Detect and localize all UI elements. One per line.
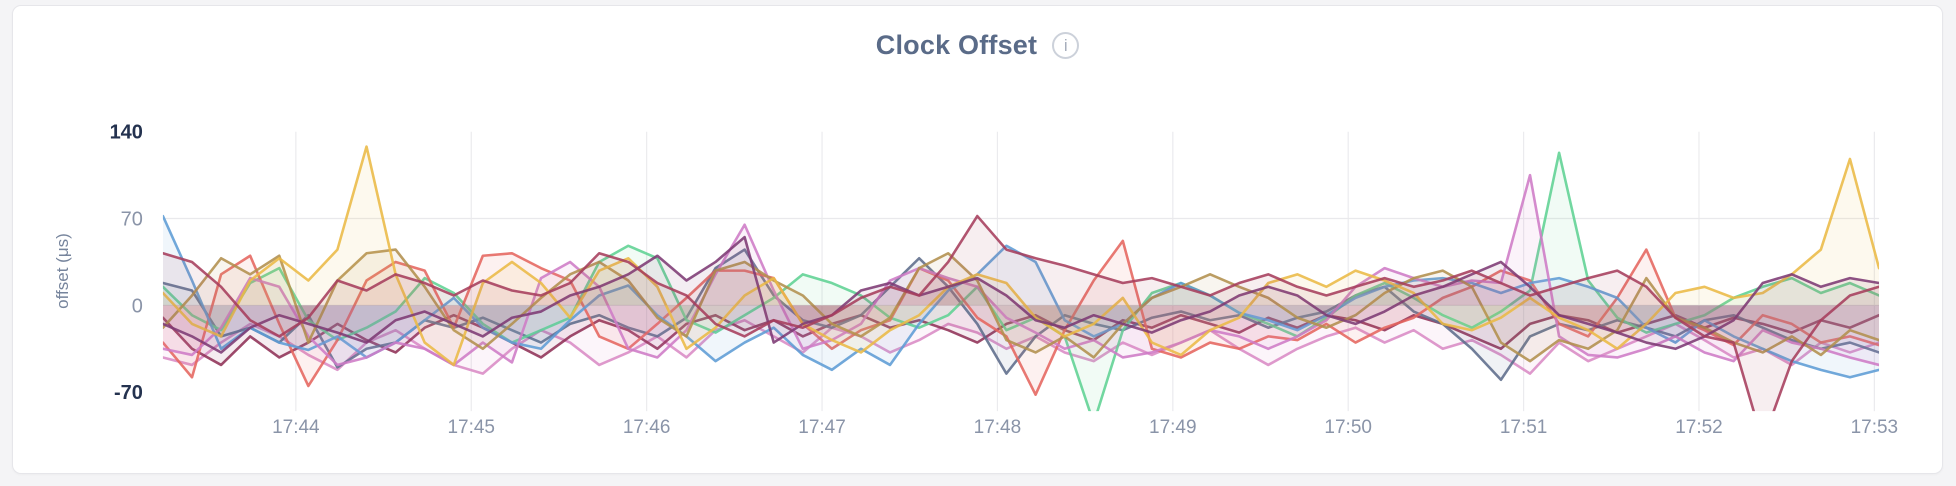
x-tick-label: 17:45	[447, 417, 495, 438]
y-tick-label: 0	[132, 295, 143, 317]
series-area	[162, 146, 1880, 365]
chart-title: Clock Offset	[875, 30, 1038, 60]
x-tick-label: 17:52	[1675, 417, 1723, 438]
series-area	[162, 216, 1880, 412]
x-tick-label: 17:44	[272, 417, 320, 438]
series-line	[162, 214, 1880, 412]
series-line	[162, 239, 1880, 396]
clock-offset-chart[interactable]: 17:44 17:45 17:46 17:47 17:48 17:49 17:50 17:51…	[13, 6, 1942, 473]
y-tick-label: -70	[114, 382, 143, 404]
x-tick-label: 17:53	[1851, 417, 1899, 438]
series-area	[162, 175, 1880, 365]
y-tick-label: 70	[121, 209, 143, 231]
x-tick-label: 17:47	[798, 417, 846, 438]
series-line	[162, 145, 1880, 367]
x-tick-label: 17:50	[1324, 417, 1372, 438]
x-tick-label: 17:51	[1500, 417, 1548, 438]
y-axis-title: offset (μs)	[53, 233, 72, 309]
series-area	[162, 240, 1880, 395]
info-icon[interactable]: i	[1052, 32, 1080, 59]
series-line	[162, 235, 1880, 354]
series-area	[162, 216, 1880, 378]
clock-offset-panel: 17:44 17:45 17:46 17:47 17:48 17:49 17:50 17:51…	[12, 5, 1943, 474]
series-area	[162, 249, 1880, 380]
y-tick-label: 140	[110, 122, 143, 144]
x-tick-label: 17:49	[1149, 417, 1197, 438]
x-tick-label: 17:46	[623, 417, 671, 438]
chart-header: Clock Offset i	[13, 30, 1942, 61]
x-tick-label: 17:48	[974, 417, 1022, 438]
info-icon-glyph: i	[1063, 35, 1068, 55]
